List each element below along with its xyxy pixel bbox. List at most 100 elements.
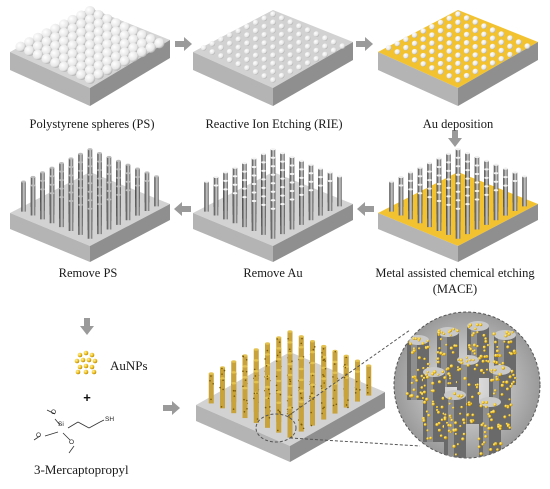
masked-sphere bbox=[455, 35, 461, 42]
pillar-cap bbox=[318, 167, 323, 170]
aunp-particle bbox=[412, 388, 416, 392]
aunp-particle bbox=[484, 435, 488, 439]
aunp-dot bbox=[210, 398, 212, 401]
substrate-left-side bbox=[378, 213, 458, 262]
ps-sphere bbox=[119, 55, 130, 67]
etched-sphere bbox=[270, 27, 276, 34]
ps-sphere bbox=[93, 52, 104, 63]
ps-sphere bbox=[128, 51, 139, 62]
pillar-cap bbox=[287, 373, 293, 377]
aunp-dot bbox=[242, 370, 244, 373]
ps-sphere bbox=[110, 26, 122, 37]
pillar-cap bbox=[289, 164, 295, 167]
ps-sphere bbox=[110, 60, 122, 71]
pillar-cap bbox=[242, 365, 248, 368]
ps-sphere bbox=[136, 30, 148, 41]
aunp-particle bbox=[436, 408, 439, 412]
pillar-cap bbox=[512, 179, 518, 183]
pillar-cap bbox=[427, 170, 432, 173]
etched-sphere bbox=[278, 48, 285, 54]
aunp-dot bbox=[324, 360, 327, 362]
pillar bbox=[30, 185, 36, 216]
ps-sphere bbox=[84, 39, 96, 51]
ps-sphere bbox=[67, 23, 78, 34]
pillar-cap bbox=[427, 187, 432, 190]
pillar-cap bbox=[408, 179, 413, 182]
pillar-highlight bbox=[427, 372, 433, 442]
masked-sphere bbox=[411, 40, 418, 47]
aunp-particle bbox=[437, 410, 441, 414]
aunp-particle bbox=[83, 350, 89, 356]
pillar-cap bbox=[135, 176, 140, 179]
ps-sphere bbox=[136, 38, 148, 49]
aunp-particle bbox=[439, 351, 443, 355]
pillar-cap bbox=[251, 182, 257, 186]
etched-sphere bbox=[270, 68, 276, 75]
ps-sphere bbox=[110, 51, 122, 63]
aunp-particle bbox=[89, 352, 95, 358]
pillar-cap bbox=[265, 353, 270, 356]
aunp-particle bbox=[435, 423, 439, 427]
aunp-dot bbox=[310, 424, 313, 427]
ps-sphere bbox=[145, 34, 156, 45]
aunp-particle bbox=[473, 367, 477, 371]
ps-sphere bbox=[84, 65, 96, 76]
ps-sphere bbox=[58, 61, 70, 72]
etched-sphere bbox=[296, 23, 302, 29]
ps-sphere bbox=[67, 48, 78, 60]
aunp-particle bbox=[476, 331, 479, 334]
aunp-particle bbox=[506, 424, 510, 428]
aunp-dot bbox=[222, 388, 224, 391]
aunp-particle bbox=[501, 366, 505, 370]
ps-sphere bbox=[76, 18, 87, 30]
aunp-dot bbox=[277, 409, 279, 411]
aunp-particle bbox=[440, 405, 444, 409]
aunp-particle bbox=[421, 396, 425, 400]
pillar-cap bbox=[40, 179, 45, 182]
ps-sphere bbox=[50, 32, 61, 43]
pillar bbox=[321, 389, 327, 420]
aunp-particle bbox=[436, 406, 439, 409]
aunp-particle bbox=[442, 332, 446, 336]
pillar-cap bbox=[427, 162, 432, 165]
pillar-cap bbox=[87, 173, 93, 176]
etched-sphere bbox=[235, 52, 242, 59]
aunp-particle bbox=[420, 374, 424, 378]
pillar-cap bbox=[125, 189, 131, 192]
etched-sphere bbox=[287, 68, 294, 75]
aunp-particle bbox=[503, 415, 507, 419]
aunp-dot bbox=[322, 347, 325, 350]
aunp-particle bbox=[412, 337, 416, 340]
etched-sphere bbox=[226, 40, 233, 47]
aunp-particle bbox=[448, 374, 452, 378]
pillar-cap bbox=[59, 170, 64, 173]
pillar bbox=[512, 181, 518, 211]
aunp-dot bbox=[212, 382, 214, 385]
masked-sphere bbox=[446, 31, 453, 38]
aunp-particle bbox=[449, 364, 454, 368]
pillar bbox=[21, 181, 26, 212]
pillar-cap bbox=[287, 351, 293, 355]
masked-sphere bbox=[437, 52, 444, 59]
masked-sphere bbox=[455, 77, 461, 83]
pillar-cap bbox=[484, 193, 489, 196]
pillar-cap bbox=[332, 360, 338, 364]
etched-sphere bbox=[226, 32, 233, 39]
aunp-dot bbox=[302, 427, 305, 430]
etched-sphere bbox=[261, 56, 268, 63]
aunp-dot bbox=[332, 397, 334, 400]
pillar-cap bbox=[242, 196, 247, 199]
pillar-cap bbox=[343, 365, 349, 368]
pillar-cap bbox=[493, 163, 499, 166]
etched-sphere bbox=[226, 48, 233, 55]
masked-sphere bbox=[463, 23, 470, 30]
pillar-cap bbox=[251, 157, 257, 160]
aunp-particle bbox=[484, 339, 488, 344]
ps-sphere bbox=[110, 34, 122, 46]
pillar bbox=[522, 176, 527, 207]
pillar-cap bbox=[436, 199, 442, 203]
aunp-particle bbox=[445, 368, 449, 371]
masked-sphere bbox=[489, 51, 496, 58]
etched-sphere bbox=[278, 64, 285, 71]
zoom-guide-line bbox=[289, 437, 421, 447]
